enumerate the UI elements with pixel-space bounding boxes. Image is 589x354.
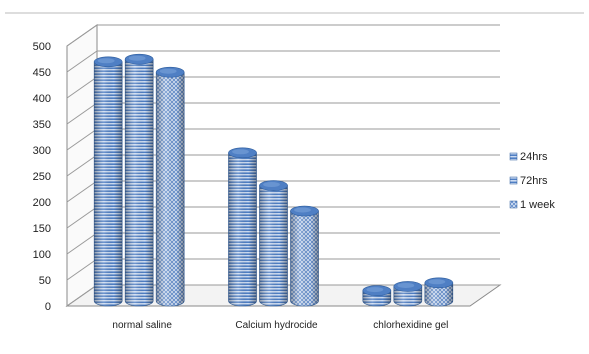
- bar: [228, 147, 257, 307]
- y-tick-label: 100: [33, 249, 51, 261]
- legend-item: 72hrs: [509, 175, 548, 187]
- x-tick-label: chlorhexidine gel: [373, 320, 448, 331]
- y-tick-label: 450: [33, 67, 51, 79]
- x-tick-label: normal saline: [112, 320, 172, 331]
- legend-label: 72hrs: [520, 175, 548, 187]
- legend-swatch: [509, 176, 518, 185]
- bar: [424, 277, 454, 307]
- y-tick-label: 300: [33, 145, 51, 157]
- bar: [124, 53, 154, 307]
- legend-label: 1 week: [520, 199, 555, 211]
- legend-label: 24hrs: [520, 151, 548, 163]
- legend-item: 24hrs: [509, 151, 548, 163]
- bar: [290, 205, 319, 307]
- bar: [93, 56, 123, 307]
- x-tick-label: Calcium hydrocide: [235, 320, 318, 331]
- legend-item: 1 week: [509, 199, 555, 211]
- legend-swatch: [509, 152, 518, 161]
- y-tick-label: 0: [45, 301, 51, 313]
- gridline: [66, 24, 500, 47]
- y-tick-label: 350: [33, 119, 51, 131]
- y-tick-label: 200: [33, 197, 51, 209]
- bar: [155, 66, 185, 307]
- legend-swatch: [509, 200, 518, 209]
- y-tick-label: 400: [33, 93, 51, 105]
- y-tick-label: 50: [39, 275, 51, 287]
- y-tick-label: 150: [33, 223, 51, 235]
- bar: [259, 180, 288, 307]
- y-tick-label: 250: [33, 171, 51, 183]
- gridline: [66, 50, 500, 73]
- bar: [362, 285, 392, 307]
- bar: [393, 281, 423, 307]
- y-tick-label: 500: [33, 41, 51, 53]
